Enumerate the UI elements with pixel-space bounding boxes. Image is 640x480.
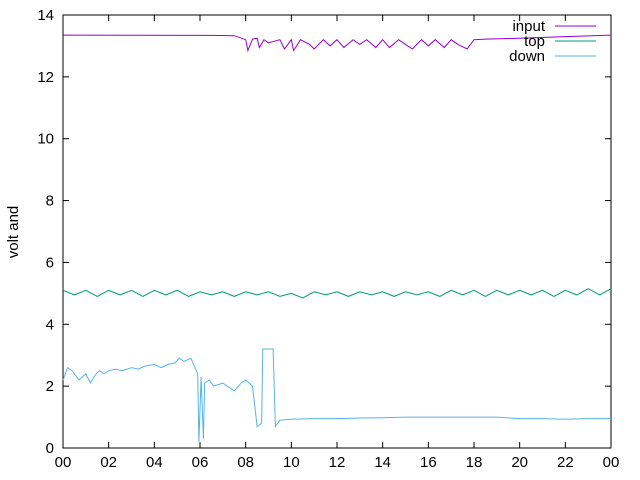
x-tick-label: 06 [192, 454, 209, 471]
legend-label-down: down [509, 48, 545, 65]
x-tick-label: 20 [511, 454, 528, 471]
x-tick-label: 18 [466, 454, 483, 471]
x-tick-label: 12 [329, 454, 346, 471]
x-tick-label: 00 [603, 454, 620, 471]
x-tick-label: 00 [55, 454, 72, 471]
x-tick-label: 04 [146, 454, 163, 471]
x-tick-label: 10 [283, 454, 300, 471]
y-axis-ticks: 0 2 4 6 8 10 12 14 [37, 7, 611, 457]
x-tick-label: 22 [557, 454, 574, 471]
y-axis-label: volt and [5, 206, 22, 259]
y-tick-label: 8 [46, 193, 54, 210]
y-tick-label: 0 [46, 440, 54, 457]
series-line-top [62, 288, 612, 299]
x-tick-label: 02 [100, 454, 117, 471]
x-tick-label: 16 [420, 454, 437, 471]
y-tick-label: 4 [46, 316, 54, 333]
y-tick-label: 6 [46, 254, 54, 271]
legend-label-top: top [524, 33, 545, 50]
x-tick-label: 14 [374, 454, 391, 471]
y-tick-label: 12 [37, 69, 54, 86]
y-tick-label: 10 [37, 131, 54, 148]
x-axis-ticks: 00 02 04 06 08 10 12 14 16 18 20 22 00 [55, 15, 620, 471]
series-layer [62, 34, 612, 442]
plot-area [62, 14, 612, 449]
y-tick-label: 2 [46, 378, 54, 395]
series-line-down [62, 348, 611, 442]
x-tick-label: 08 [237, 454, 254, 471]
legend-label-input: input [512, 18, 545, 35]
series-line-input [62, 34, 612, 53]
y-tick-label: 14 [37, 7, 54, 24]
